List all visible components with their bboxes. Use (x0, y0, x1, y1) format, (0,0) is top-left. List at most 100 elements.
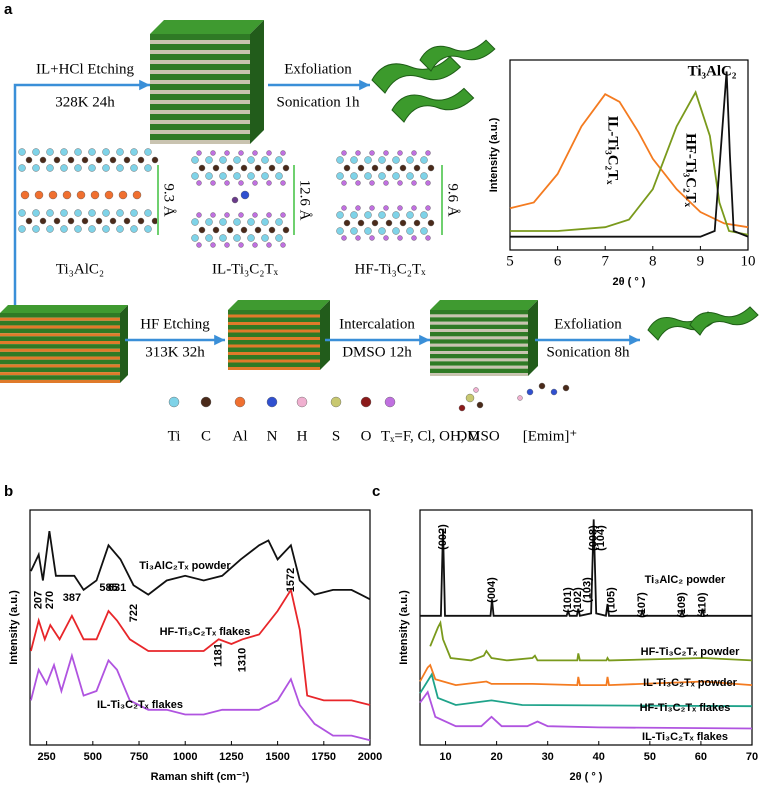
atom (282, 226, 290, 234)
atom (247, 156, 255, 164)
layer-gap (228, 322, 320, 325)
atom (74, 148, 82, 156)
atom (411, 235, 417, 241)
plot-frame (509, 59, 749, 251)
series-label: Ti₃AlC₂Tₓ powder (139, 560, 231, 572)
label: 9.6 Å (445, 183, 461, 217)
atom (420, 227, 428, 235)
layer (228, 332, 320, 337)
x-tick-label: 250 (37, 751, 55, 763)
atom (196, 150, 202, 156)
atom (247, 172, 255, 180)
layer-gap (150, 40, 250, 44)
atom (275, 172, 283, 180)
x-tick-label: 50 (644, 751, 656, 763)
atom (118, 190, 128, 200)
layer-gap (150, 50, 250, 54)
atom (46, 225, 54, 233)
peak-label: 207 (33, 591, 45, 609)
layer (228, 340, 320, 345)
layer (150, 54, 250, 60)
layer (0, 336, 120, 341)
plot-frame (29, 509, 371, 746)
atom (296, 396, 308, 408)
arrow-head (359, 79, 370, 91)
atom (364, 211, 372, 219)
x-tick-label: 750 (130, 751, 148, 763)
atom (355, 150, 361, 156)
atom (397, 235, 403, 241)
x-tick-label: 1250 (219, 751, 243, 763)
label: DMSO (456, 428, 500, 444)
atom (538, 382, 546, 390)
atom (425, 205, 431, 211)
curve (30, 587, 371, 706)
curve (509, 93, 749, 229)
label: Tₓ=F, Cl, OH, O (381, 428, 479, 444)
x-tick-label: 8 (649, 253, 657, 269)
layer-gap (0, 356, 120, 360)
atom (90, 190, 100, 200)
series-label: IL-Ti₃C₂Tₓ flakes (642, 731, 728, 743)
atom (102, 148, 110, 156)
peak-label: (109) (676, 592, 688, 618)
x-tick-label: 500 (84, 751, 102, 763)
layer (150, 124, 250, 130)
atom (275, 218, 283, 226)
label: O (361, 428, 372, 444)
atom (392, 156, 400, 164)
atom (137, 217, 145, 225)
layer-gap (228, 359, 320, 363)
peak-label: 1572 (285, 568, 297, 592)
layer (430, 310, 528, 315)
atom (465, 393, 475, 403)
atom (550, 388, 558, 396)
atom (144, 164, 152, 172)
peak-label: (105) (605, 587, 617, 613)
series-label: Ti₃AlC₂ (688, 63, 737, 79)
layer (430, 317, 528, 322)
x-tick-label: 2000 (358, 751, 382, 763)
curve (420, 519, 752, 617)
atom (200, 396, 212, 408)
x-tick-label: 1000 (173, 751, 197, 763)
atom (196, 212, 202, 218)
layer (150, 34, 250, 40)
atom (399, 164, 407, 172)
layer-gap (430, 314, 528, 318)
flake (391, 87, 475, 123)
layer-gap (430, 351, 528, 354)
series-label: HF-Ti₃C₂Tₓ flakes (160, 626, 251, 638)
series-label: HF-Ti₃C₂Tₓ flakes (640, 702, 731, 714)
atom (399, 219, 407, 227)
atom (67, 217, 75, 225)
layer-gap (0, 333, 120, 337)
atom (384, 396, 396, 408)
label: N (267, 428, 278, 444)
series-label: IL-Ti₃C₂Tₓ powder (643, 677, 738, 689)
layer-gap (430, 358, 528, 362)
atom (280, 212, 286, 218)
atom (226, 164, 234, 172)
layer (430, 354, 528, 359)
layer-gap (150, 110, 250, 114)
atom (336, 211, 344, 219)
atom (266, 150, 272, 156)
atom (392, 227, 400, 235)
layer (0, 367, 120, 373)
atom (109, 156, 117, 164)
layer (150, 134, 250, 140)
atom (383, 235, 389, 241)
atom (266, 180, 272, 186)
atom (341, 150, 347, 156)
atom (247, 234, 255, 242)
layer-gap (228, 337, 320, 340)
label: S (332, 428, 340, 444)
layer (228, 310, 320, 315)
x-tick-label: 20 (490, 751, 502, 763)
atom (238, 212, 244, 218)
atom (341, 235, 347, 241)
atom (427, 164, 435, 172)
layer (430, 324, 528, 330)
atom (123, 156, 131, 164)
